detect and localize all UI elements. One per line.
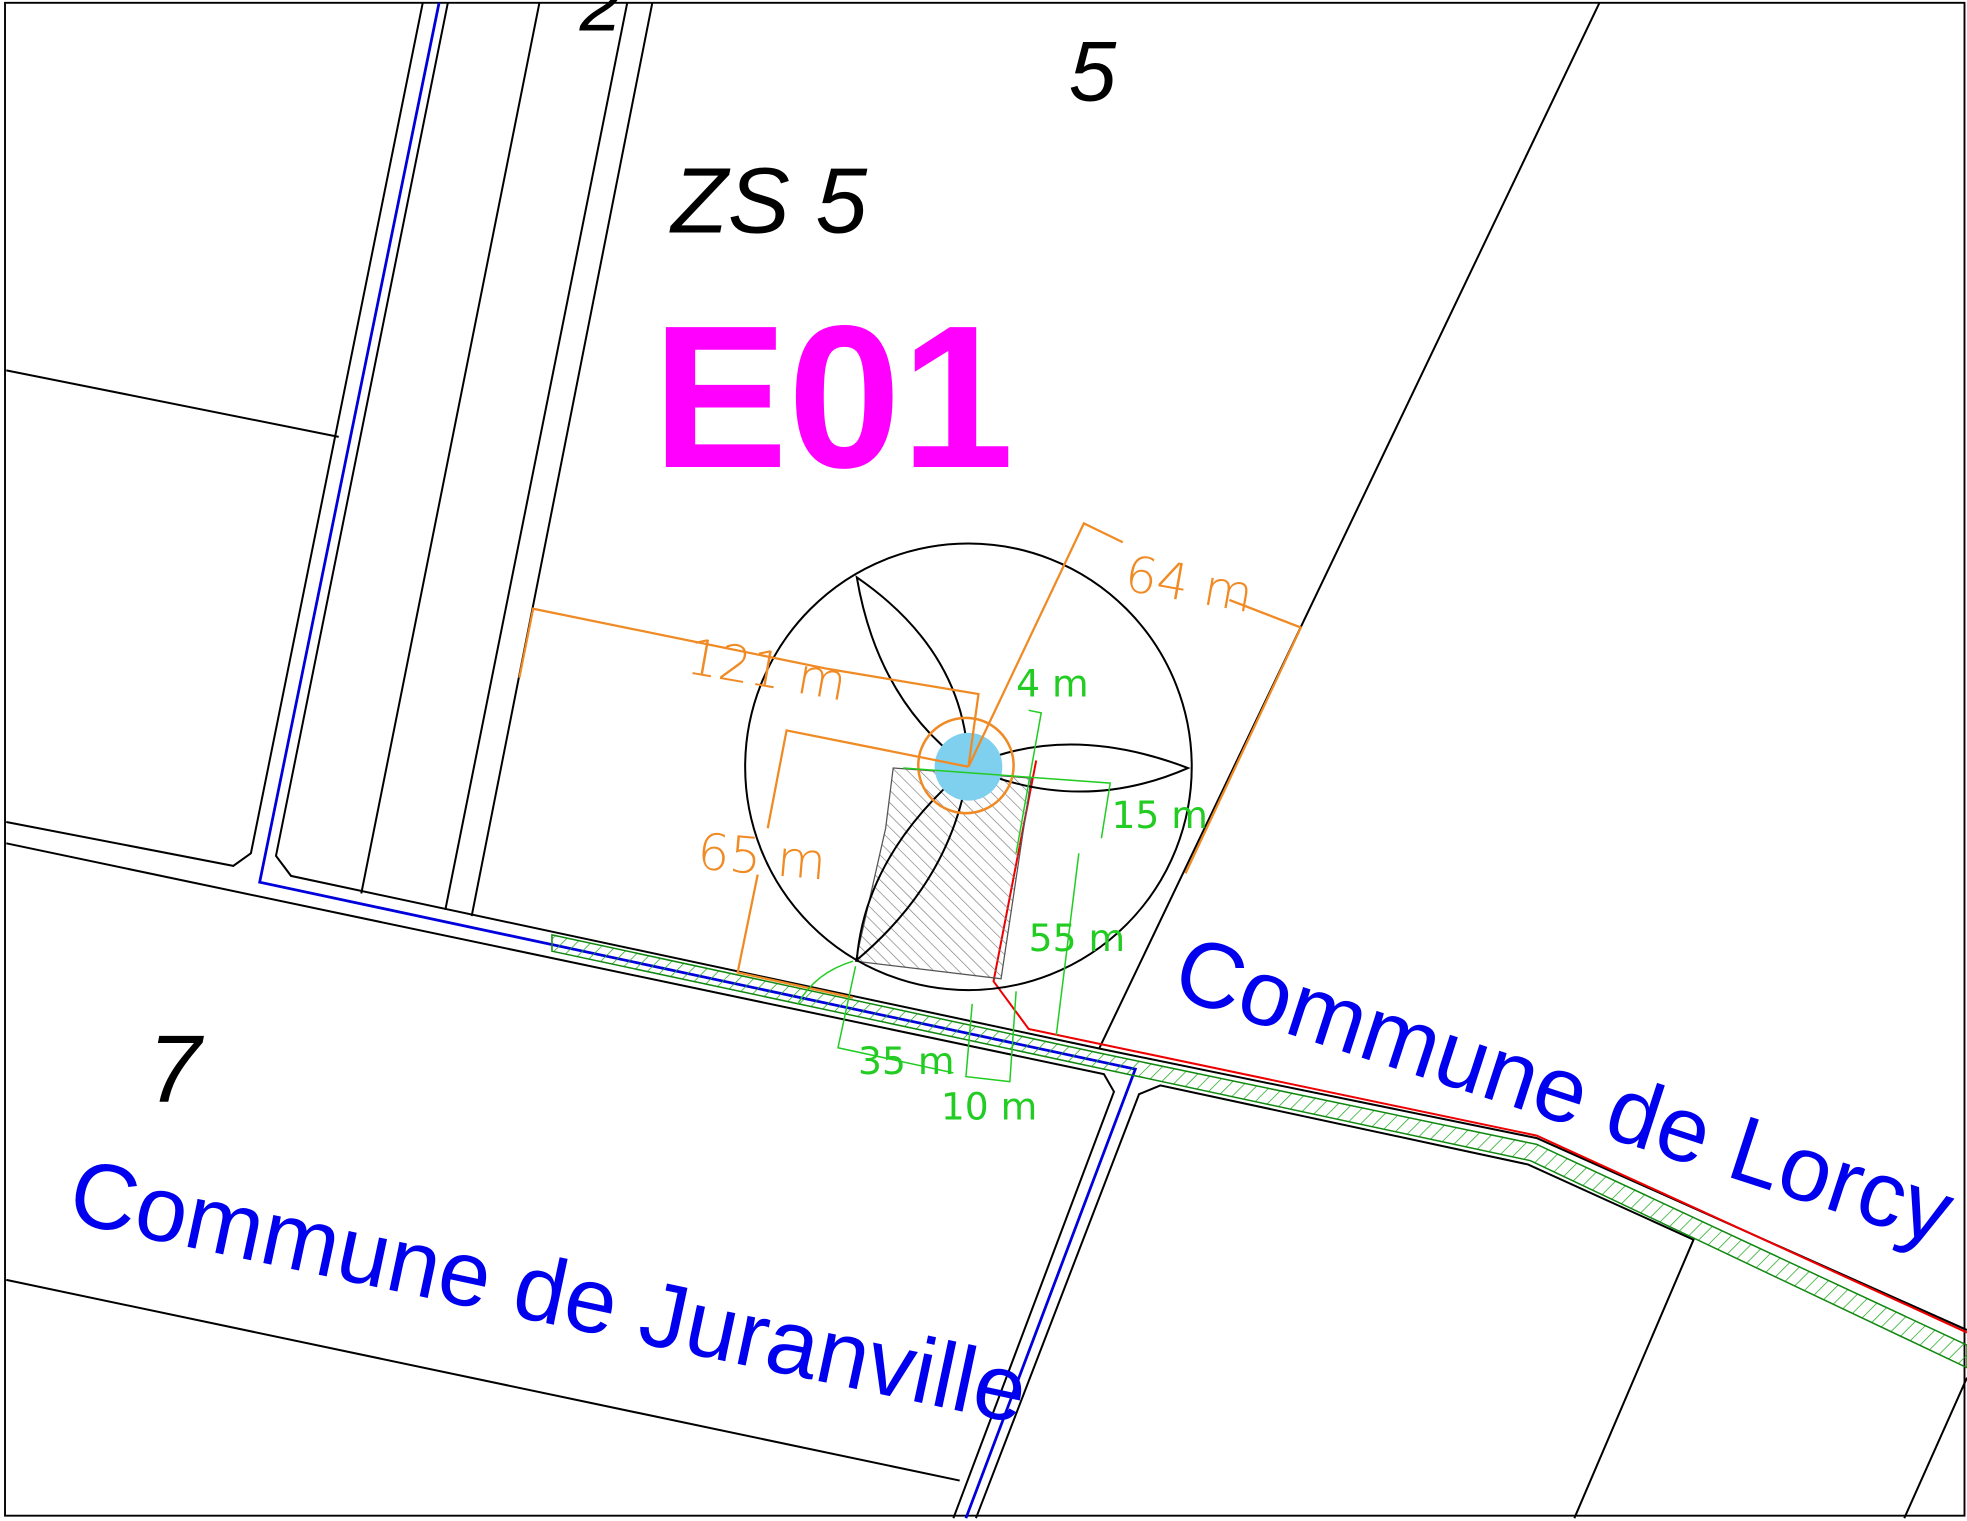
foundation — [917, 716, 1015, 815]
dimension-label: 35 m — [858, 1039, 955, 1083]
dimension-label: 15 m — [1111, 793, 1208, 837]
distance-label: 65 m — [695, 822, 828, 892]
parcel-number: 7 — [148, 1017, 204, 1123]
green-dimensions — [797, 709, 1112, 1083]
turbine-label: E01 — [652, 284, 1014, 511]
section-label: ZS 5 — [669, 148, 867, 252]
parcel-number: 5 — [1069, 25, 1117, 120]
orange-dimensions — [518, 521, 1303, 999]
dimension-label: 55 m — [1029, 916, 1126, 960]
rotor — [744, 542, 1193, 992]
dimension-label: 4 m — [1016, 662, 1089, 706]
parcel-number: 2 — [579, 0, 622, 46]
access-road — [551, 933, 1967, 1369]
dimension-label: 10 m — [941, 1084, 1037, 1128]
parcel-lines — [6, 2, 1967, 1519]
